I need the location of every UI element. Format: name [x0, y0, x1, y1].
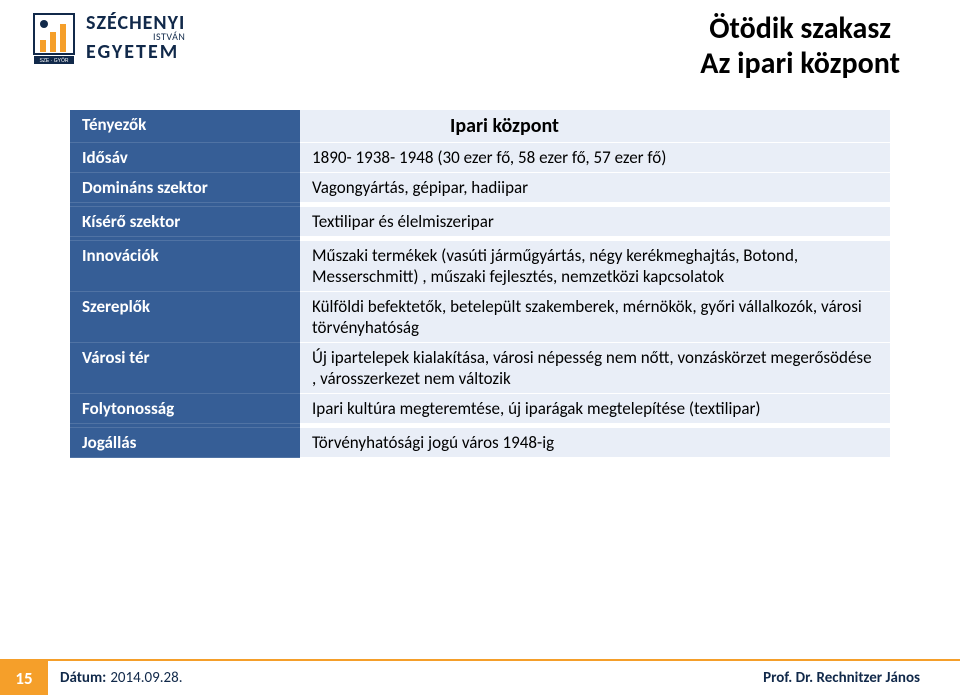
table-row: Innovációk Műszaki termékek (vasúti járm… — [70, 241, 890, 292]
date-label: Dátum: — [60, 669, 106, 687]
title-line1: Ötödik szakasz — [700, 12, 900, 47]
header-value: Ipari központ — [300, 110, 890, 143]
row-label: Városi tér — [70, 343, 300, 394]
slide-title: Ötödik szakasz Az ipari központ — [700, 12, 900, 81]
table-row: Idősáv 1890- 1938- 1948 (30 ezer fő, 58 … — [70, 143, 890, 173]
title-line2: Az ipari központ — [700, 47, 900, 82]
logo-line3: EGYETEM — [86, 42, 185, 63]
table-row: Városi tér Új ipartelepek kialakítása, v… — [70, 343, 890, 394]
table-row: Domináns szektor Vagongyártás, gépipar, … — [70, 173, 890, 203]
table-header-row: Tényezők Ipari központ — [70, 110, 890, 143]
svg-text:SZE · GYŐR: SZE · GYŐR — [40, 57, 69, 64]
header-label: Tényezők — [70, 110, 300, 143]
table-row: Kísérő szektor Textilipar és élelmiszeri… — [70, 207, 890, 237]
row-label: Kísérő szektor — [70, 207, 300, 237]
table-row: Jogállás Törvényhatósági jogú város 1948… — [70, 428, 890, 458]
factors-table: Tényezők Ipari központ Idősáv 1890- 1938… — [70, 110, 890, 458]
footer-date: Dátum: 2014.09.28. — [60, 661, 183, 695]
logo-text: SZÉCHENYI ISTVÁN EGYETEM — [86, 13, 185, 64]
footer: 15 Dátum: 2014.09.28. Prof. Dr. Rechnitz… — [0, 661, 960, 695]
footer-author: Prof. Dr. Rechnitzer János — [763, 661, 920, 695]
row-label: Idősáv — [70, 143, 300, 173]
row-label: Innovációk — [70, 241, 300, 292]
page-number: 15 — [0, 661, 48, 695]
row-value: 1890- 1938- 1948 (30 ezer fő, 58 ezer fő… — [300, 143, 890, 173]
row-label: Domináns szektor — [70, 173, 300, 203]
university-logo: SZE · GYŐR SZÉCHENYI ISTVÁN EGYETEM — [30, 10, 185, 66]
row-label: Szereplők — [70, 292, 300, 343]
table-row: Szereplők Külföldi befektetők, betelepül… — [70, 292, 890, 343]
logo-emblem-icon: SZE · GYŐR — [30, 10, 78, 66]
row-value: Textilipar és élelmiszeripar — [300, 207, 890, 237]
table-row: Folytonosság Ipari kultúra megteremtése,… — [70, 394, 890, 424]
row-value: Külföldi befektetők, betelepült szakembe… — [300, 292, 890, 343]
row-value: Műszaki termékek (vasúti járműgyártás, n… — [300, 241, 890, 292]
row-value: Törvényhatósági jogú város 1948-ig — [300, 428, 890, 458]
row-value: Vagongyártás, gépipar, hadiipar — [300, 173, 890, 203]
row-value: Ipari kultúra megteremtése, új iparágak … — [300, 394, 890, 424]
date-value: 2014.09.28. — [110, 669, 182, 687]
row-label: Folytonosság — [70, 394, 300, 424]
row-label: Jogállás — [70, 428, 300, 458]
row-value: Új ipartelepek kialakítása, városi népes… — [300, 343, 890, 394]
